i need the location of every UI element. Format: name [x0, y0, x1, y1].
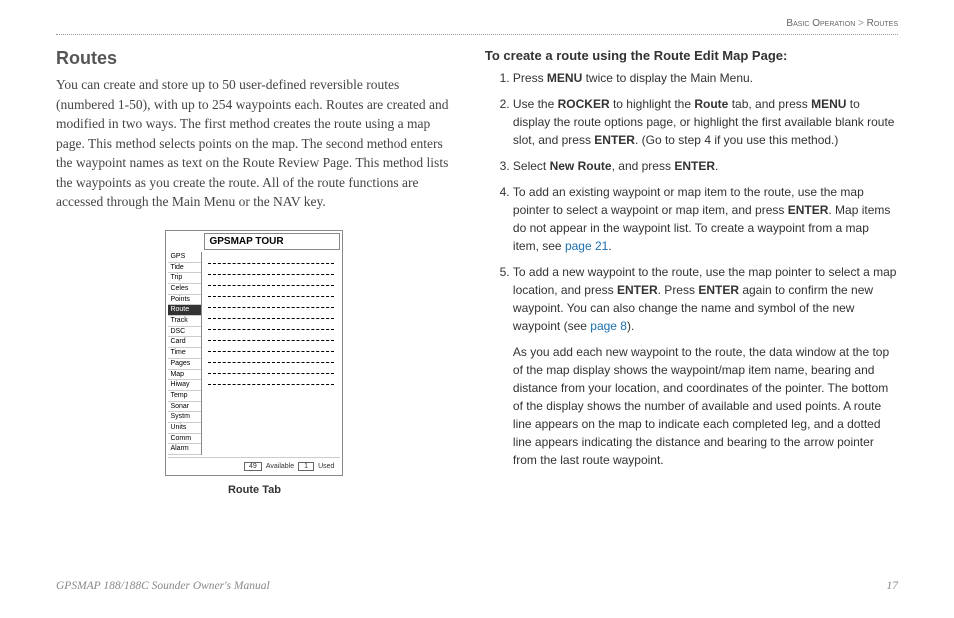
- route-tab-line: [208, 276, 334, 286]
- route-tab-side-item: Sonar: [168, 402, 201, 413]
- steps-list: Press MENU twice to display the Main Men…: [485, 69, 898, 469]
- route-tab-side-item: Alarm: [168, 444, 201, 455]
- breadcrumb-separator: >: [858, 18, 864, 29]
- step-text: to highlight the: [610, 97, 695, 111]
- route-tab-side-item: GPS: [168, 252, 201, 263]
- step-text: ).: [627, 319, 634, 333]
- right-column: To create a route using the Route Edit M…: [485, 48, 898, 496]
- step-item: To add an existing waypoint or map item …: [513, 183, 898, 255]
- route-tab-figure: GPSMAP TOUR GPSTideTripCelesPointsRouteT…: [56, 230, 453, 496]
- route-tab-side-item: Card: [168, 337, 201, 348]
- step-text: . (Go to step 4 if you use this method.): [635, 133, 838, 147]
- route-tab-line: [208, 265, 334, 275]
- left-column: Routes You can create and store up to 50…: [56, 48, 453, 496]
- manual-title: GPSMAP 188/188C Sounder Owner's Manual: [56, 580, 270, 592]
- available-count: 49: [244, 462, 262, 471]
- breadcrumb-subsection: Routes: [867, 18, 898, 29]
- route-tab-screenshot: GPSMAP TOUR GPSTideTripCelesPointsRouteT…: [165, 230, 343, 476]
- step-text: . Press: [658, 283, 699, 297]
- route-tab-side-item: Tide: [168, 263, 201, 274]
- available-label: Available: [266, 463, 294, 470]
- route-tab-side-item: Pages: [168, 359, 201, 370]
- route-tab-side-item: Route: [168, 305, 201, 316]
- section-heading: Routes: [56, 48, 453, 69]
- step-text: Use the: [513, 97, 558, 111]
- route-tab-line: [208, 342, 334, 352]
- bold-term: MENU: [547, 71, 582, 85]
- page-link[interactable]: page 8: [590, 319, 627, 333]
- route-tab-line: [208, 353, 334, 363]
- step-text: tab, and press: [728, 97, 811, 111]
- route-tab-side-item: Comm: [168, 434, 201, 445]
- step-text: twice to display the Main Menu.: [582, 71, 753, 85]
- route-tab-side-item: Systm: [168, 412, 201, 423]
- route-tab-line: [208, 309, 334, 319]
- route-tab-line: [208, 320, 334, 330]
- bold-term: MENU: [811, 97, 846, 111]
- intro-paragraph: You can create and store up to 50 user-d…: [56, 75, 453, 212]
- route-tab-line: [208, 287, 334, 297]
- used-label: Used: [318, 463, 334, 470]
- bold-term: ENTER: [594, 133, 635, 147]
- route-tab-side-item: Points: [168, 295, 201, 306]
- route-tab-side-item: Celes: [168, 284, 201, 295]
- page-footer: GPSMAP 188/188C Sounder Owner's Manual 1…: [56, 580, 898, 592]
- bold-term: ENTER: [788, 203, 829, 217]
- page-link[interactable]: page 21: [565, 239, 608, 253]
- step-item: Select New Route, and press ENTER.: [513, 157, 898, 175]
- step-item: Use the ROCKER to highlight the Route ta…: [513, 95, 898, 149]
- step-item: To add a new waypoint to the route, use …: [513, 263, 898, 469]
- route-tab-footer: 49 Available 1 Used: [168, 457, 340, 473]
- step-text: , and press: [612, 159, 675, 173]
- route-tab-side-item: Hiway: [168, 380, 201, 391]
- route-tab-line: [208, 364, 334, 374]
- route-tab-line: [208, 298, 334, 308]
- breadcrumb: Basic Operation > Routes: [786, 18, 898, 29]
- step-text: Select: [513, 159, 550, 173]
- route-tab-line: [208, 331, 334, 341]
- page-number: 17: [887, 580, 899, 592]
- horizontal-rule: [56, 34, 898, 35]
- bold-term: Route: [694, 97, 728, 111]
- route-tab-side-item: Track: [168, 316, 201, 327]
- route-tab-side-item: Temp: [168, 391, 201, 402]
- step-text: .: [715, 159, 718, 173]
- breadcrumb-section: Basic Operation: [786, 18, 855, 29]
- route-tab-side-item: Units: [168, 423, 201, 434]
- route-tab-side-item: Time: [168, 348, 201, 359]
- route-tab-side-item: DSC: [168, 327, 201, 338]
- route-tab-side-item: Trip: [168, 273, 201, 284]
- procedure-heading: To create a route using the Route Edit M…: [485, 48, 898, 63]
- route-tab-side-item: Map: [168, 370, 201, 381]
- step-text: .: [608, 239, 611, 253]
- route-tab-line: [208, 375, 334, 385]
- route-tab-line: [208, 254, 334, 264]
- route-tab-header: GPSMAP TOUR: [204, 233, 340, 250]
- bold-term: ENTER: [674, 159, 715, 173]
- bold-term: ENTER: [698, 283, 739, 297]
- route-tab-main: [202, 252, 340, 455]
- bold-term: ROCKER: [558, 97, 610, 111]
- step-text: Press: [513, 71, 547, 85]
- route-tab-sidebar: GPSTideTripCelesPointsRouteTrackDSCCardT…: [168, 252, 202, 455]
- bold-term: ENTER: [617, 283, 658, 297]
- step-item: Press MENU twice to display the Main Men…: [513, 69, 898, 87]
- figure-caption: Route Tab: [56, 484, 453, 496]
- step-extra-paragraph: As you add each new waypoint to the rout…: [513, 343, 898, 469]
- bold-term: New Route: [550, 159, 612, 173]
- used-count: 1: [298, 462, 314, 471]
